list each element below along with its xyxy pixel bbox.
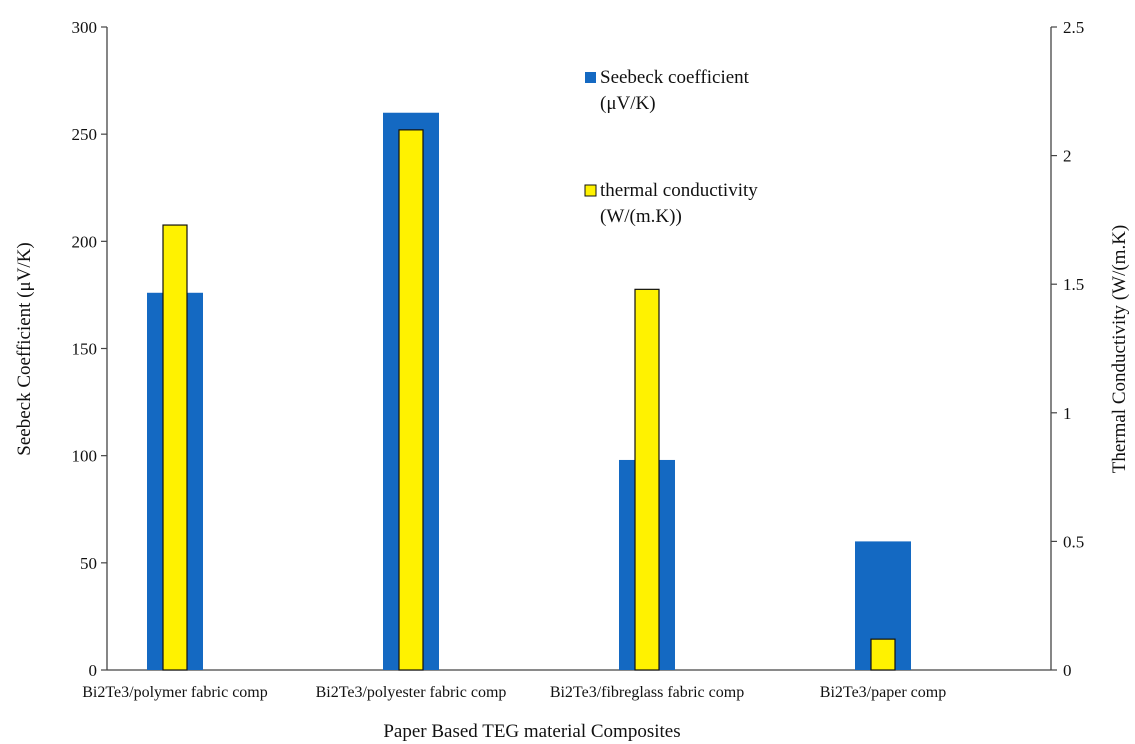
y-tick-label: 100 bbox=[72, 447, 98, 466]
y2-tick-label: 0 bbox=[1063, 661, 1072, 680]
ticks: 0 50 100 150 200 250 300 0 0.5 1 1.5 2 2.5 bbox=[72, 18, 1085, 680]
legend-swatch-seebeck bbox=[585, 72, 596, 83]
y-tick-label: 200 bbox=[72, 232, 98, 251]
category-label: Bi2Te3/paper comp bbox=[820, 684, 946, 701]
legend: Seebeck coefficient (μV/K) thermal conduct… bbox=[584, 67, 758, 227]
category-label: Bi2Te3/fibreglass fabric comp bbox=[550, 684, 744, 701]
y2-tick-label: 0.5 bbox=[1063, 532, 1084, 551]
bars bbox=[147, 112, 911, 671]
bar-thermal-conductivity bbox=[634, 288, 660, 671]
y2-tick-label: 2 bbox=[1063, 147, 1072, 166]
y2-tick-label: 1 bbox=[1063, 404, 1072, 423]
legend-label-seebeck: Seebeck coefficient bbox=[600, 67, 750, 88]
legend-label-thermal: thermal conductivity bbox=[600, 180, 758, 201]
legend-swatch-thermal bbox=[584, 184, 597, 197]
legend-label-seebeck: (μV/K) bbox=[600, 93, 656, 114]
y-tick-label: 150 bbox=[72, 340, 98, 359]
y-tick-label: 300 bbox=[72, 18, 98, 37]
legend-label-thermal: (W/(m.K)) bbox=[600, 206, 682, 227]
bar-thermal-conductivity bbox=[870, 638, 896, 671]
category-label: Bi2Te3/polymer fabric comp bbox=[82, 684, 268, 701]
y-tick-label: 0 bbox=[89, 661, 98, 680]
y-tick-label: 50 bbox=[80, 554, 97, 573]
bar-thermal-conductivity bbox=[162, 224, 188, 671]
y-axis-title: Seebeck Coefficient (μV/K) bbox=[14, 242, 35, 455]
x-axis-title: Paper Based TEG material Composites bbox=[383, 721, 680, 742]
bar-thermal-conductivity bbox=[398, 129, 424, 671]
category-labels: Bi2Te3/polymer fabric comp Bi2Te3/polyest… bbox=[82, 684, 946, 701]
category-label: Bi2Te3/polyester fabric comp bbox=[316, 684, 507, 701]
y2-tick-label: 1.5 bbox=[1063, 275, 1084, 294]
y2-tick-label: 2.5 bbox=[1063, 18, 1084, 37]
y2-axis-title: Thermal Conductivity (W/(m.K) bbox=[1109, 225, 1130, 474]
y-tick-label: 250 bbox=[72, 125, 98, 144]
